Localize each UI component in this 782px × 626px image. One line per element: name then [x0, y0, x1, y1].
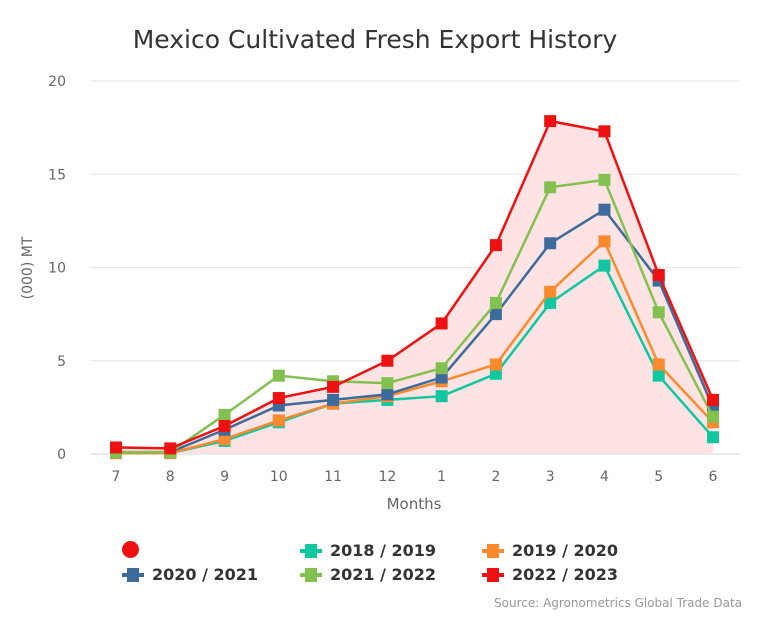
data-point	[652, 306, 665, 319]
data-point	[435, 371, 448, 384]
legend-label: 2018 / 2019	[330, 541, 437, 560]
source-credit: Source: Agronometrics Global Trade Data	[494, 596, 742, 610]
data-point	[489, 358, 502, 371]
legend-item[interactable]: 2019 / 2020	[482, 541, 618, 560]
data-point	[652, 369, 665, 382]
series-line	[116, 239, 714, 455]
x-tick-label: 11	[324, 469, 342, 485]
legend-square-icon	[300, 543, 322, 558]
legend-item-unnamed[interactable]	[122, 541, 139, 558]
x-tick-label: 4	[600, 469, 609, 485]
legend-item[interactable]: 2021 / 2022	[300, 565, 436, 584]
legend-item[interactable]: 2022 / 2023	[482, 565, 618, 584]
series-line	[116, 178, 715, 454]
legend-item[interactable]: 2020 / 2021	[122, 565, 258, 584]
data-point	[435, 362, 448, 375]
data-point	[327, 380, 340, 393]
data-point	[489, 308, 502, 321]
data-point	[544, 181, 557, 194]
data-point	[598, 203, 611, 216]
y-tick-label: 5	[57, 354, 66, 370]
x-tick-label: 10	[270, 469, 288, 485]
data-point	[272, 414, 285, 427]
data-point	[218, 420, 231, 433]
data-point	[435, 390, 448, 403]
series-line	[116, 208, 715, 454]
data-point	[598, 125, 611, 138]
x-tick-label: 2	[491, 469, 500, 485]
area-fill	[116, 121, 713, 454]
data-point	[218, 408, 231, 421]
data-point	[598, 173, 611, 186]
data-point	[707, 410, 719, 423]
data-point	[218, 433, 231, 446]
data-point	[272, 369, 285, 382]
legend-square-icon	[122, 567, 144, 582]
y-tick-label: 10	[48, 261, 66, 277]
y-tick-label: 15	[48, 167, 66, 183]
x-tick-label: 9	[220, 469, 229, 485]
legend-label: 2019 / 2020	[512, 541, 619, 560]
chart-title: Mexico Cultivated Fresh Export History	[133, 25, 618, 54]
series-line	[115, 119, 715, 450]
y-tick-label: 20	[48, 74, 66, 90]
data-point	[544, 296, 557, 309]
data-point	[489, 367, 502, 380]
data-point	[381, 354, 394, 367]
legend-item[interactable]: 2018 / 2019	[300, 541, 436, 560]
legend-square-icon	[482, 567, 504, 582]
data-point	[110, 441, 122, 454]
data-point	[598, 235, 611, 248]
legend-circle-icon	[122, 541, 139, 558]
data-point	[435, 317, 448, 330]
data-point	[272, 392, 285, 405]
y-tick-label: 0	[57, 447, 66, 463]
data-point	[544, 237, 557, 250]
x-tick-label: 7	[112, 469, 121, 485]
data-point	[489, 296, 502, 309]
x-tick-label: 3	[546, 469, 555, 485]
legend-label: 2022 / 2023	[512, 565, 619, 584]
legend-square-icon	[300, 567, 322, 582]
x-tick-label: 12	[378, 469, 396, 485]
data-point	[598, 259, 611, 272]
x-axis-label: Months	[387, 495, 442, 513]
data-point	[489, 239, 502, 252]
data-point	[707, 393, 719, 406]
data-point	[544, 115, 557, 128]
x-tick-label: 8	[166, 469, 175, 485]
y-axis-label: (000) MT	[20, 236, 36, 299]
data-point	[164, 442, 177, 455]
data-point	[381, 377, 394, 390]
data-point	[707, 431, 719, 444]
x-tick-label: 6	[709, 469, 718, 485]
data-point	[652, 358, 665, 371]
data-point	[652, 268, 665, 281]
legend-label: 2020 / 2021	[152, 565, 259, 584]
series-line	[116, 263, 714, 455]
x-tick-label: 5	[654, 469, 663, 485]
legend-square-icon	[482, 543, 504, 558]
legend-label: 2021 / 2022	[330, 565, 437, 584]
data-point	[544, 285, 557, 298]
x-tick-label: 1	[437, 469, 446, 485]
data-point	[327, 393, 340, 406]
data-point	[381, 388, 394, 401]
